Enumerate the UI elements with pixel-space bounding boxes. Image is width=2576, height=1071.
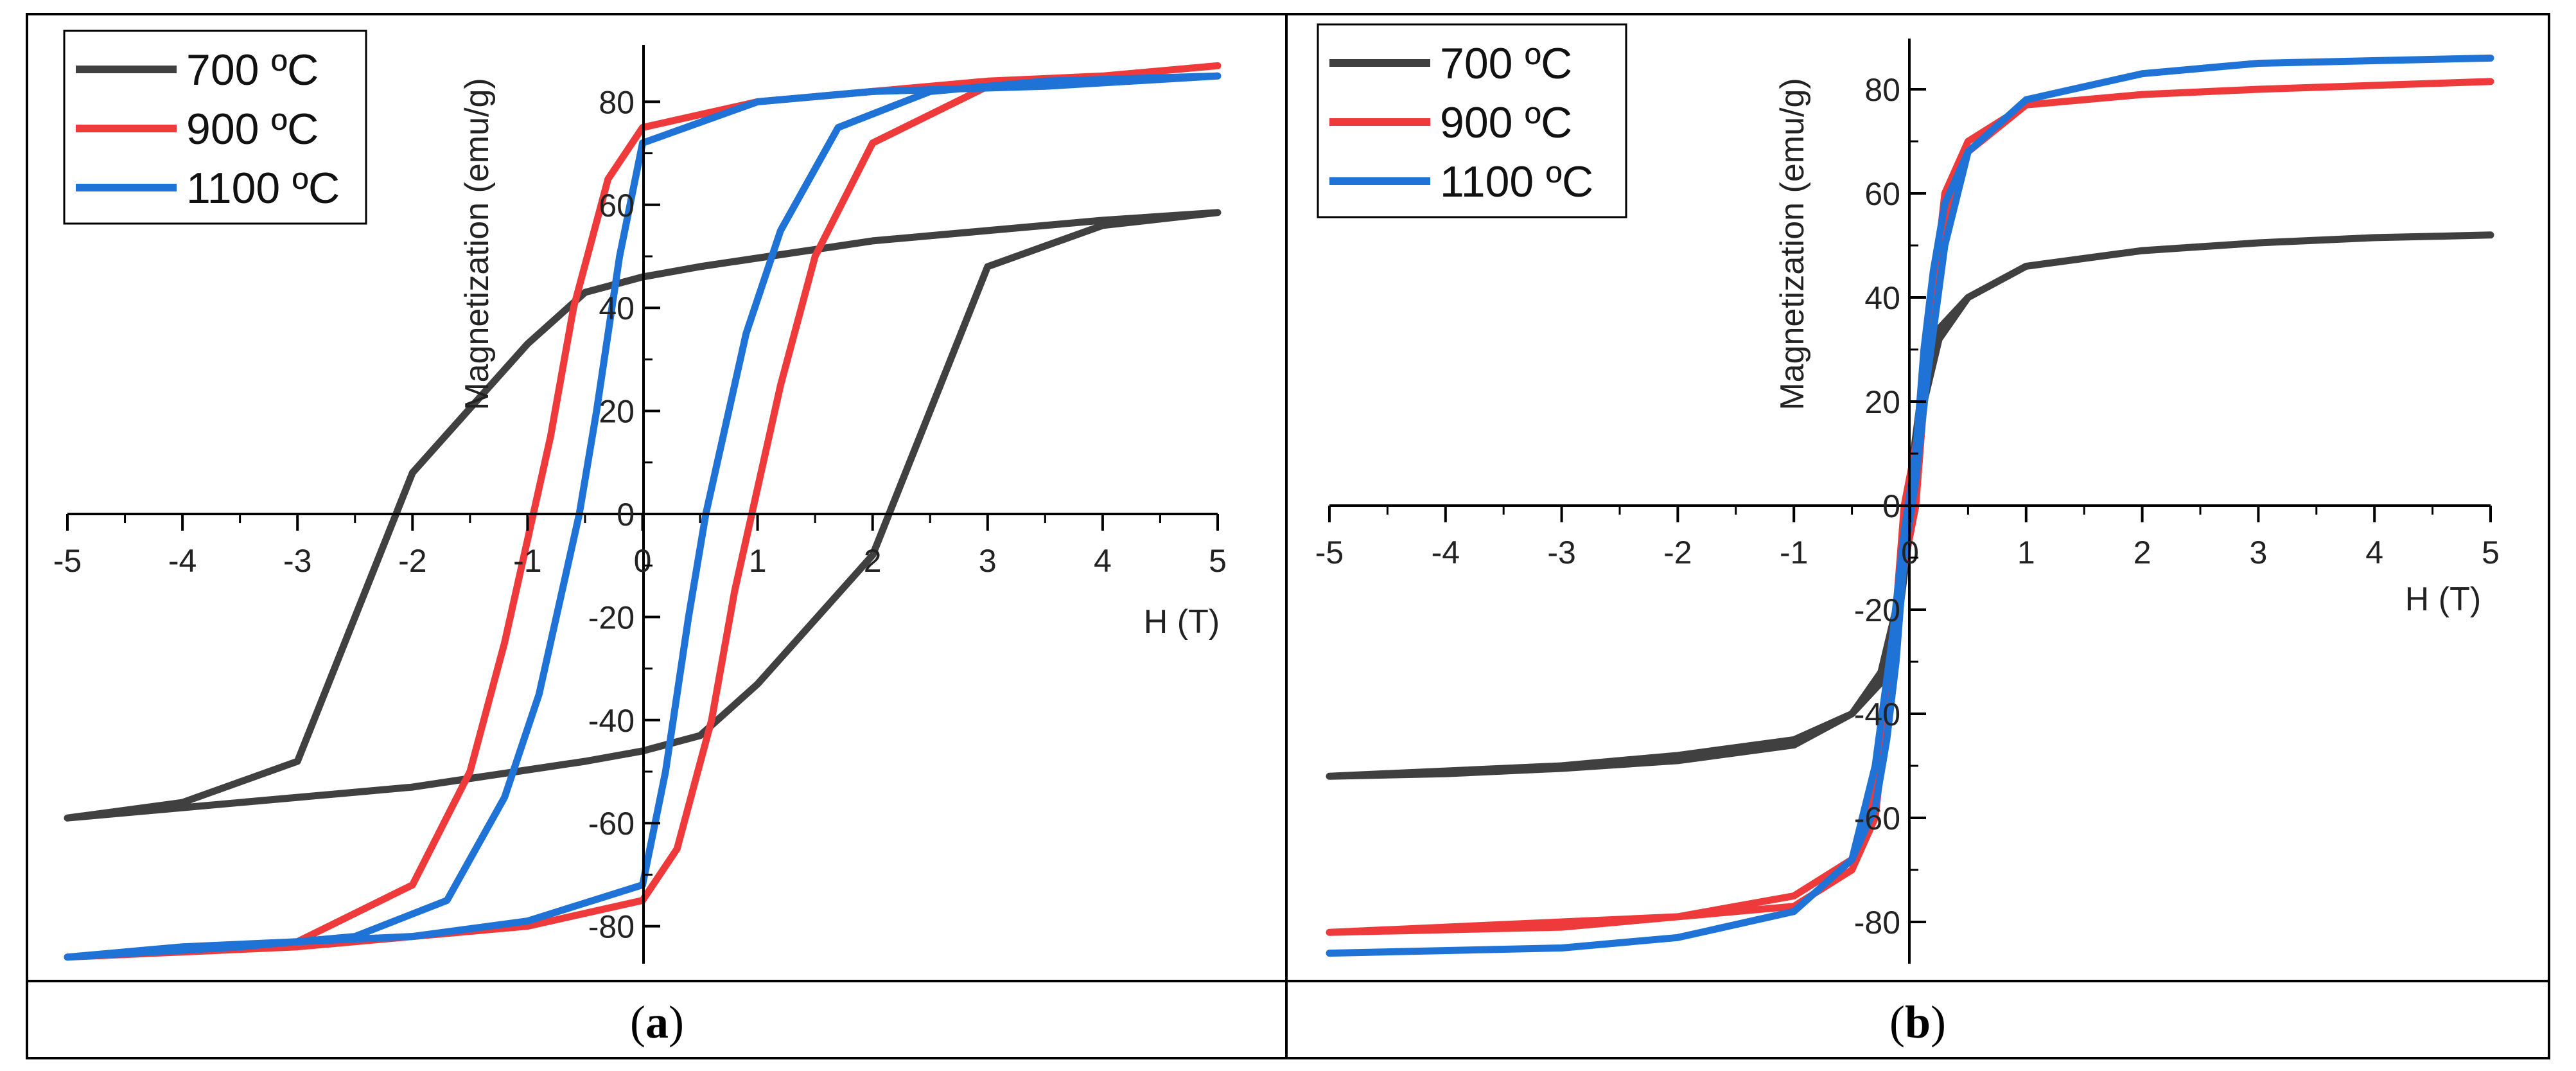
panel-a-chart: -5 -4 -3 -2 -1 0 1 2 3 4 5 -80 -60 -40 -20 0 20 40 60 80 Mag… [53,30,1227,964]
caption-b-open: ( [1889,996,1905,1048]
legend-label: 700 ºC [1440,39,1572,88]
x-tick-label: 2 [864,543,882,579]
series-line-700C [1326,231,2494,780]
y-tick-label: -80 [588,909,635,945]
y-tick-label: -60 [588,806,635,842]
x-tick-label: 2 [2134,535,2151,571]
figure-frame [26,13,2550,1059]
x-axis-label: H (T) [1144,603,1220,641]
y-tick-label: 0 [617,497,635,533]
y-tick-label: 60 [1864,176,1900,212]
y-tick-label: 40 [599,290,635,326]
y-tick-label: 40 [1864,280,1900,316]
y-tick-label: -40 [1854,696,1900,732]
series-line-1100C [64,72,1222,961]
y-tick-label: -60 [1854,801,1900,836]
x-tick-label: -2 [398,543,426,579]
caption-b-letter: b [1905,996,1931,1048]
series-line-1100C [1326,54,2494,957]
x-tick-label: 0 [634,543,652,579]
x-tick-label: -2 [1663,535,1692,571]
x-tick-label: 4 [1094,543,1112,579]
y-tick-label: 20 [599,394,635,430]
legend-label: 1100 ºC [186,164,340,213]
legend-label: 700 ºC [186,46,319,94]
panel-b-caption: (b) [1889,996,1946,1048]
x-tick-label: 3 [979,543,997,579]
caption-a-close: ) [669,996,684,1048]
x-tick-label: 0 [1901,535,1919,571]
y-axis-label: Magnetization (emu/g) [1774,78,1811,410]
x-tick-label: -4 [1432,535,1460,571]
caption-a-letter: a [645,996,669,1048]
y-tick-label: 20 [1864,384,1900,420]
x-tick-label: -3 [1547,535,1575,571]
x-tick-label: 4 [2365,535,2383,571]
y-tick-label: -20 [588,599,635,635]
x-tick-label: 1 [2017,535,2035,571]
x-tick-label: -1 [1780,535,1808,571]
caption-a-open: ( [630,996,645,1048]
y-tick-label: -20 [1854,592,1900,628]
x-tick-label: 3 [2249,535,2267,571]
x-tick-label: -5 [1315,535,1344,571]
legend-label: 900 ºC [1440,98,1572,147]
x-tick-label: -4 [168,543,197,579]
panel-a-caption: (a) [630,996,684,1048]
x-axis-label: H (T) [2405,581,2481,618]
y-axis-label: Magnetization (emu/g) [459,78,496,410]
y-tick-label: -80 [1854,905,1900,941]
panel-b-chart: -5 -4 -3 -2 -1 0 1 2 3 4 5-80-60-40-20020406080Mag… [1315,23,2500,964]
x-tick-label: 5 [2482,535,2500,571]
y-tick-label: -40 [588,703,635,739]
x-tick-label: 1 [749,543,767,579]
y-tick-label: 60 [599,188,635,224]
x-tick-label: -3 [283,543,311,579]
x-tick-label: -1 [513,543,541,579]
legend-label: 900 ºC [186,105,319,154]
y-tick-label: 80 [1864,72,1900,108]
y-tick-label: 80 [599,84,635,120]
x-tick-label: 5 [1209,543,1227,579]
caption-b-close: ) [1931,996,1946,1048]
series-line-700C [64,209,1222,822]
legend-label: 1100 ºC [1440,157,1593,206]
x-tick-label: -5 [53,543,82,579]
y-tick-label: 0 [1882,488,1900,524]
